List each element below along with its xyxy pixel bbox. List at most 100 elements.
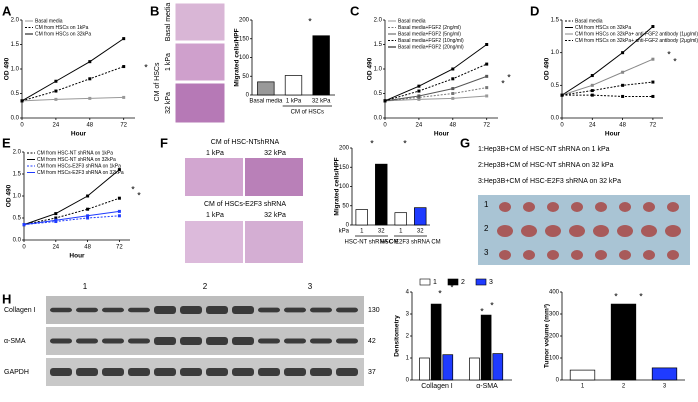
group-label: CM of HSCs	[291, 110, 324, 116]
bar	[569, 369, 596, 381]
point	[451, 67, 455, 71]
y-tick-label: 0.5	[374, 91, 383, 97]
lane-group: 1	[83, 282, 88, 291]
legend-label: CM from HSCs-E2F3 shRNA on 32kPa	[37, 170, 124, 176]
tumor	[547, 202, 559, 212]
bar	[651, 367, 678, 381]
panel-letter: H	[2, 291, 11, 306]
bar	[414, 207, 427, 226]
point	[451, 96, 455, 100]
tumor	[523, 202, 535, 212]
legend-label: 3	[489, 279, 493, 286]
point	[485, 86, 489, 90]
blot-band	[76, 307, 98, 313]
point	[651, 80, 655, 84]
y-tick-label: 0	[556, 378, 560, 384]
micrograph	[185, 158, 243, 196]
x-tick-label: Collagen I	[421, 383, 453, 390]
row-label: 1	[484, 200, 489, 209]
annotation: *	[673, 56, 677, 66]
y-tick-label: 0	[406, 378, 410, 384]
x-tick-label: 48	[619, 123, 626, 129]
x-tick-label: 72	[116, 245, 123, 251]
point	[651, 94, 655, 98]
size-label: 130	[368, 307, 380, 314]
legend-label: Basal media	[398, 18, 426, 24]
x-axis-label: Hour	[605, 131, 621, 138]
legend-label: Basal media	[35, 18, 63, 24]
panel-letter: D	[530, 3, 539, 18]
blot-band	[154, 368, 176, 376]
legend-label: CM from HSCs on 32kPa+ anti-FGF2 antibod…	[575, 38, 698, 44]
group-label: HSC-E2F3 shRNA CM	[380, 240, 440, 246]
y-tick-label: 0.0	[374, 116, 383, 122]
blot-band	[50, 307, 72, 313]
y-tick-label: 1.0	[13, 194, 22, 200]
blot-band	[206, 337, 228, 345]
tumor	[667, 250, 679, 260]
blot-band	[102, 338, 124, 344]
legend-text: 3:Hep3B+CM of HSC-E2F3 shRNA on 32 kPa	[478, 178, 621, 185]
bar	[430, 303, 442, 381]
tumor	[499, 250, 511, 260]
point	[451, 87, 455, 91]
point	[54, 216, 58, 220]
x-tick-label: 72	[650, 123, 657, 129]
panel-letter: G	[460, 135, 470, 150]
blot-band	[128, 338, 150, 344]
tumor	[595, 202, 607, 212]
blot-band	[50, 368, 72, 376]
x-tick-label: 72	[483, 123, 490, 129]
point	[88, 60, 92, 64]
y-tick-label: 150	[339, 165, 350, 171]
point	[22, 223, 26, 227]
tumor	[547, 250, 559, 260]
annotation: *	[614, 291, 618, 301]
row-label: 3	[484, 248, 489, 257]
bar	[284, 75, 303, 96]
legend-label: Basal media	[575, 18, 603, 24]
x-axis-label: Hour	[71, 131, 87, 138]
x-tick-label: 0	[22, 245, 26, 251]
image-label: 32 kPa	[264, 212, 286, 219]
point	[590, 83, 594, 87]
x-tick-label: 2	[622, 384, 626, 390]
tumor	[665, 225, 681, 237]
legend-swatch	[475, 278, 487, 286]
point	[86, 194, 90, 198]
y-tick-label: 150	[239, 36, 250, 42]
tumor	[617, 225, 633, 237]
legend-label: Basal media+FGF2 (5ng/ml)	[398, 31, 461, 37]
point	[560, 93, 564, 97]
point	[621, 83, 625, 87]
series-line	[561, 81, 653, 96]
series-line	[384, 44, 487, 102]
blot-band	[310, 338, 332, 344]
point	[621, 51, 625, 55]
blot-band	[102, 307, 124, 313]
size-label: 42	[368, 338, 376, 345]
tumor	[643, 250, 655, 260]
bar	[312, 35, 330, 96]
y-tick-label: 100	[239, 55, 250, 61]
image-label: 1 kPa	[206, 212, 224, 219]
annotation: *	[501, 78, 505, 88]
legend-text: 1:Hep3B+CM of HSC-NT shRNA on 1 kPa	[478, 146, 610, 153]
x-tick-label: 1 kPa	[286, 99, 302, 105]
image-label: 1 kPa	[206, 150, 224, 157]
x-tick-label: 24	[589, 123, 596, 129]
point	[117, 214, 121, 218]
series-line	[562, 94, 653, 97]
x-axis-label: Hour	[69, 253, 85, 260]
point	[88, 96, 92, 100]
y-tick-label: 0.0	[13, 238, 22, 244]
x-tick-label: 32	[417, 229, 424, 235]
annotation: *	[308, 16, 312, 26]
blot-band	[206, 368, 228, 376]
blot-band	[232, 368, 254, 376]
legend-label: CM from HSC-NT shRNA on 32kPa	[37, 157, 116, 163]
y-tick-label: 0.5	[11, 91, 20, 97]
point	[86, 207, 90, 211]
y-tick-label: 0.5	[13, 216, 22, 222]
series-line	[561, 26, 654, 96]
